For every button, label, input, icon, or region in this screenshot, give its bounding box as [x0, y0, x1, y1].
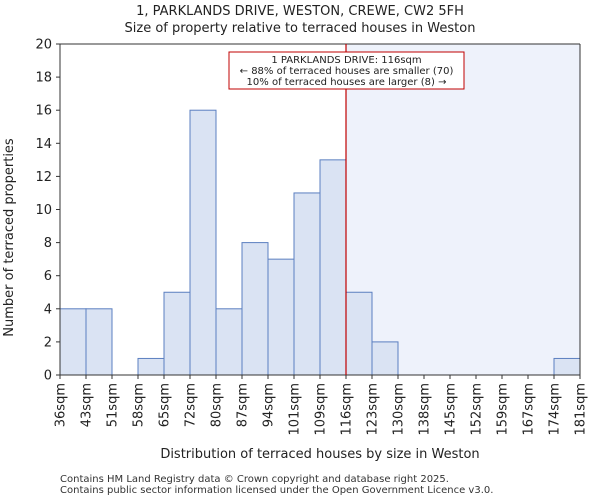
annotation-line: 10% of terraced houses are larger (8) → — [247, 77, 447, 88]
x-tick-label: 87sqm — [236, 383, 251, 427]
footer-copyright: Contains HM Land Registry data © Crown c… — [60, 474, 449, 485]
histogram-bar — [371, 341, 399, 376]
y-tick-label: 18 — [35, 71, 52, 86]
x-tick-label: 167sqm — [522, 383, 537, 436]
footer-licence: Contains public sector information licen… — [60, 485, 494, 496]
x-tick-label: 123sqm — [366, 383, 381, 436]
histogram-bar — [241, 242, 269, 376]
annotation-box — [228, 51, 465, 90]
x-tick-label: 116sqm — [340, 383, 355, 436]
y-tick-label: 14 — [35, 137, 52, 152]
x-tick-label: 138sqm — [418, 383, 433, 436]
x-tick-label: 101sqm — [288, 383, 303, 436]
y-tick-label: 8 — [44, 236, 52, 251]
histogram-bar — [215, 308, 243, 376]
x-tick-label: 80sqm — [210, 383, 225, 427]
annotation-line: ← 88% of terraced houses are smaller (70… — [240, 66, 454, 77]
x-tick-label: 174sqm — [548, 383, 563, 436]
annotation-line: 1 PARKLANDS DRIVE: 116sqm — [271, 55, 421, 66]
chart-subtitle: Size of property relative to terraced ho… — [124, 21, 476, 36]
larger-region-shade — [346, 44, 580, 375]
y-tick-label: 16 — [35, 104, 52, 119]
histogram-bar — [345, 291, 373, 376]
x-tick-label: 181sqm — [574, 383, 589, 436]
y-tick-label: 0 — [44, 369, 52, 384]
x-tick-label: 58sqm — [132, 383, 147, 427]
histogram-bar — [137, 357, 165, 376]
x-tick-label: 65sqm — [158, 383, 173, 427]
x-tick-label: 51sqm — [106, 383, 121, 427]
x-tick-label: 109sqm — [314, 383, 329, 436]
histogram-bar — [553, 357, 581, 376]
x-tick-label: 94sqm — [262, 383, 277, 427]
x-tick-label: 145sqm — [444, 383, 459, 436]
histogram-bar — [189, 109, 217, 376]
y-tick-label: 10 — [35, 203, 52, 218]
histogram-bar — [319, 159, 347, 376]
x-tick-label: 159sqm — [496, 383, 511, 436]
chart-title: 1, PARKLANDS DRIVE, WESTON, CREWE, CW2 5… — [136, 4, 464, 19]
histogram-bar — [293, 192, 321, 376]
x-tick-label: 130sqm — [392, 383, 407, 436]
y-tick-label: 12 — [35, 170, 52, 185]
histogram-bar — [59, 308, 87, 376]
y-tick-label: 20 — [35, 38, 52, 53]
y-tick-label: 4 — [44, 302, 52, 317]
x-tick-label: 152sqm — [470, 383, 485, 436]
y-tick-label: 2 — [44, 335, 52, 350]
x-tick-label: 43sqm — [80, 383, 95, 427]
x-tick-label: 36sqm — [54, 383, 69, 427]
histogram-bar — [267, 258, 295, 376]
histogram-bar — [85, 308, 113, 376]
histogram-bar — [163, 291, 191, 376]
x-tick-label: 72sqm — [184, 383, 199, 427]
y-axis-title: Number of terraced properties — [2, 138, 17, 337]
y-tick-label: 6 — [44, 269, 52, 284]
x-axis-title: Distribution of terraced houses by size … — [160, 447, 479, 462]
